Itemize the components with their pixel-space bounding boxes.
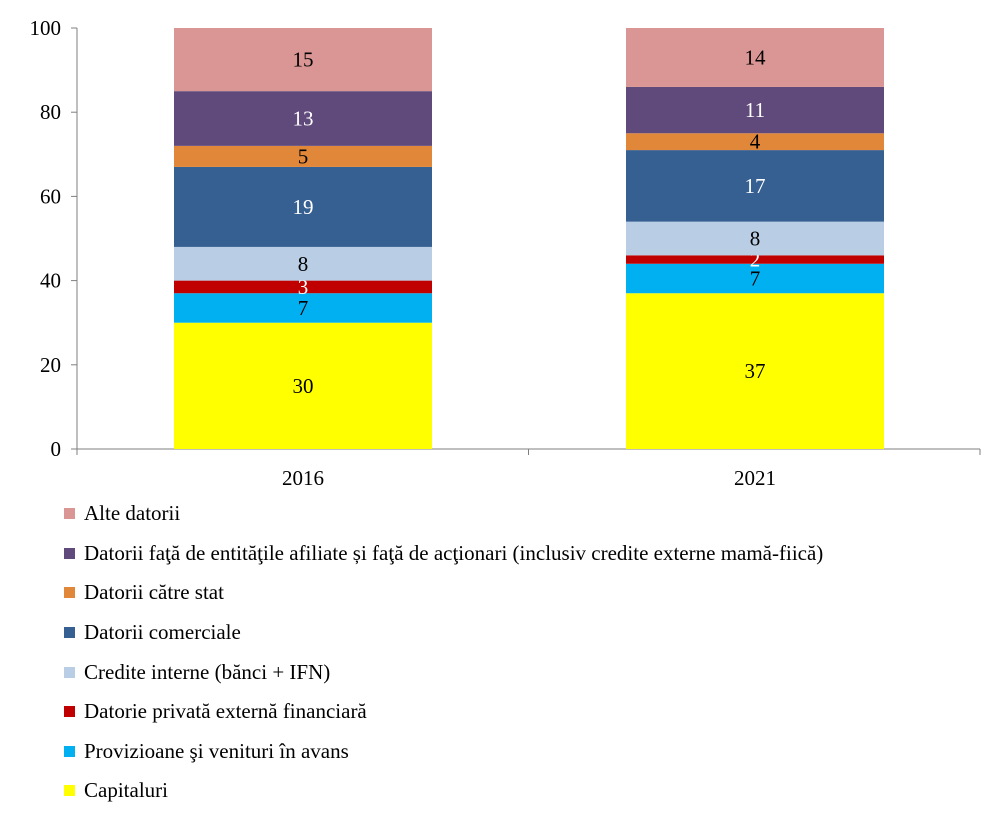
bar-segment (174, 166, 432, 247)
legend-label: Capitaluri (84, 778, 168, 803)
bar-segment (626, 28, 884, 87)
bar-segment (626, 263, 884, 294)
y-tick-label: 60 (40, 184, 61, 208)
y-tick-label: 40 (40, 269, 61, 293)
x-axis: 2016 2021 (76, 448, 981, 490)
legend-swatch (64, 587, 75, 599)
bar-segment (174, 280, 432, 294)
y-tick-label: 0 (51, 437, 62, 461)
legend-swatch (64, 666, 75, 678)
legend-swatch (64, 547, 75, 559)
data-label: 11 (745, 98, 765, 122)
legend-swatch (64, 627, 75, 639)
bar-segment (174, 91, 432, 146)
data-label: 4 (750, 130, 761, 154)
legend-item: Datorii faţă de entităţile afiliate și f… (64, 534, 823, 574)
legend-swatch (64, 508, 75, 520)
bar-segment (174, 145, 432, 167)
legend-item: Datorii către stat (64, 573, 823, 613)
legend-item: Alte datorii (64, 494, 823, 534)
legend-item: Datorii comerciale (64, 613, 823, 653)
legend-item: Provizioane şi venituri în avans (64, 732, 823, 772)
legend-item: Capitaluri (64, 771, 823, 811)
data-label: 37 (745, 359, 766, 383)
bar-segment (626, 255, 884, 264)
bar-segment (174, 28, 432, 92)
data-label: 17 (745, 174, 766, 198)
legend-swatch (64, 706, 75, 718)
legend: Alte datorii Datorii faţă de entităţile a… (64, 494, 823, 811)
data-label: 5 (298, 144, 309, 168)
bar-segment (174, 293, 432, 323)
bar-segment (626, 133, 884, 151)
bar-segment (626, 150, 884, 222)
bar-segment (626, 293, 884, 449)
data-label: 3 (298, 275, 309, 299)
legend-label: Provizioane şi venituri în avans (84, 738, 349, 763)
legend-label: Datorie privată externă financiară (84, 699, 367, 724)
legend-label: Datorii către stat (84, 580, 224, 605)
data-label: 7 (298, 296, 309, 320)
data-label: 19 (293, 195, 314, 219)
data-label: 30 (293, 374, 314, 398)
bar-segment (174, 246, 432, 281)
legend-swatch (64, 745, 75, 757)
legend-label: Alte datorii (84, 501, 181, 526)
legend-swatch (64, 785, 75, 797)
legend-label: Credite interne (bănci + IFN) (84, 659, 331, 684)
x-tick-label: 2016 (282, 466, 324, 490)
data-label: 14 (745, 45, 767, 69)
legend-item: Datorie privată externă financiară (64, 692, 823, 732)
data-label: 8 (298, 252, 309, 276)
data-label: 7 (750, 266, 761, 290)
data-label: 13 (293, 107, 314, 131)
legend-item: Credite interne (bănci + IFN) (64, 652, 823, 692)
data-label: 8 (750, 227, 761, 251)
bar-segment (626, 221, 884, 256)
data-label: 15 (293, 48, 314, 72)
bar-segment (626, 86, 884, 134)
legend-label: Datorii comerciale (84, 620, 241, 645)
x-tick-label: 2021 (734, 466, 776, 490)
bar-segment (174, 322, 432, 449)
y-tick-label: 80 (40, 100, 61, 124)
data-label: 2 (750, 248, 761, 272)
y-tick-label: 100 (30, 16, 62, 40)
y-axis: 0 20 40 60 80 100 (30, 16, 78, 461)
y-tick-label: 20 (40, 353, 61, 377)
legend-label: Datorii faţă de entităţile afiliate și f… (84, 540, 824, 565)
